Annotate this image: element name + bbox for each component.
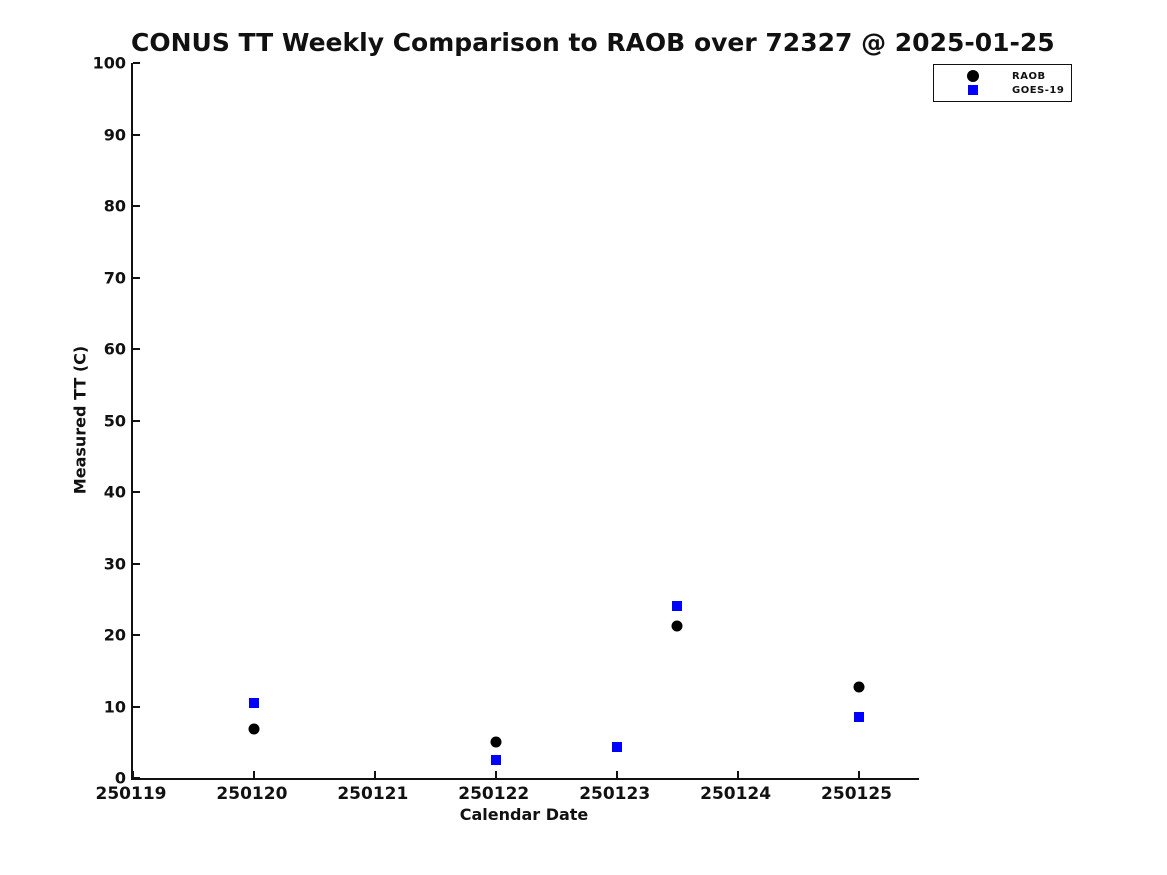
y-tick-label: 100: [92, 53, 126, 73]
legend-item-goes-19: GOES-19: [934, 83, 1071, 97]
legend-marker-cell: [934, 70, 1012, 82]
plot-area: [131, 62, 919, 780]
x-tick: [494, 771, 497, 778]
x-tick: [252, 771, 255, 778]
x-tick: [615, 771, 618, 778]
y-tick-label: 90: [103, 125, 126, 144]
y-tick-label: 10: [103, 697, 126, 716]
legend-label-goes-19: GOES-19: [1012, 84, 1065, 96]
y-tick: [133, 777, 140, 779]
goes-19-marker-icon: [968, 85, 978, 95]
x-tick: [857, 771, 860, 778]
y-tick: [133, 276, 140, 279]
y-tick: [133, 705, 140, 708]
x-tick-label: 250120: [216, 784, 288, 804]
data-point-goes-19: [611, 742, 622, 753]
x-tick-label: 250125: [821, 784, 893, 804]
data-point-goes-19: [248, 697, 259, 708]
data-point-raob: [671, 620, 683, 632]
x-tick: [132, 771, 134, 778]
chart-title: CONUS TT Weekly Comparison to RAOB over …: [131, 28, 1055, 57]
legend-item-raob: RAOB: [934, 69, 1071, 83]
legend-marker-cell: [934, 85, 1012, 95]
y-tick: [133, 348, 140, 350]
y-tick-label: 80: [103, 196, 126, 216]
x-tick-label: 250119: [95, 784, 167, 804]
x-tick-label: 250123: [579, 784, 651, 804]
x-tick: [373, 771, 376, 778]
data-point-goes-19: [490, 755, 501, 766]
data-point-goes-19: [853, 711, 864, 722]
y-tick-label: 50: [103, 411, 126, 430]
y-tick-labels: 0 10 20 30 40 50 60 70 80 90 100: [0, 54, 126, 788]
data-point-goes-19: [672, 600, 683, 611]
y-tick-label: 30: [103, 554, 126, 573]
y-tick: [133, 205, 140, 207]
data-point-raob: [490, 736, 502, 748]
x-tick-label: 250122: [458, 784, 530, 804]
y-tick-label: 40: [103, 482, 126, 502]
y-tick: [133, 419, 140, 422]
y-tick-label: 60: [103, 339, 126, 359]
raob-marker-icon: [967, 70, 979, 82]
data-point-raob: [248, 723, 260, 735]
y-tick-label: 0: [114, 768, 126, 788]
x-tick-labels: 250119 250120 250121 250122 250123 250124 2501…: [96, 784, 917, 804]
legend-label-raob: RAOB: [1012, 70, 1046, 82]
y-tick: [133, 62, 140, 64]
x-tick-label: 250121: [337, 784, 409, 804]
y-tick: [133, 562, 140, 565]
x-tick-label: 250124: [700, 784, 772, 804]
data-point-raob: [853, 681, 865, 693]
y-tick: [133, 634, 140, 636]
x-axis-label: Calendar Date: [459, 805, 589, 824]
y-tick: [133, 491, 140, 493]
legend: RAOB GOES-19: [933, 64, 1072, 102]
y-tick-label: 20: [103, 625, 126, 645]
y-tick: [133, 133, 140, 136]
x-tick: [736, 771, 739, 778]
y-tick-label: 70: [103, 268, 126, 287]
